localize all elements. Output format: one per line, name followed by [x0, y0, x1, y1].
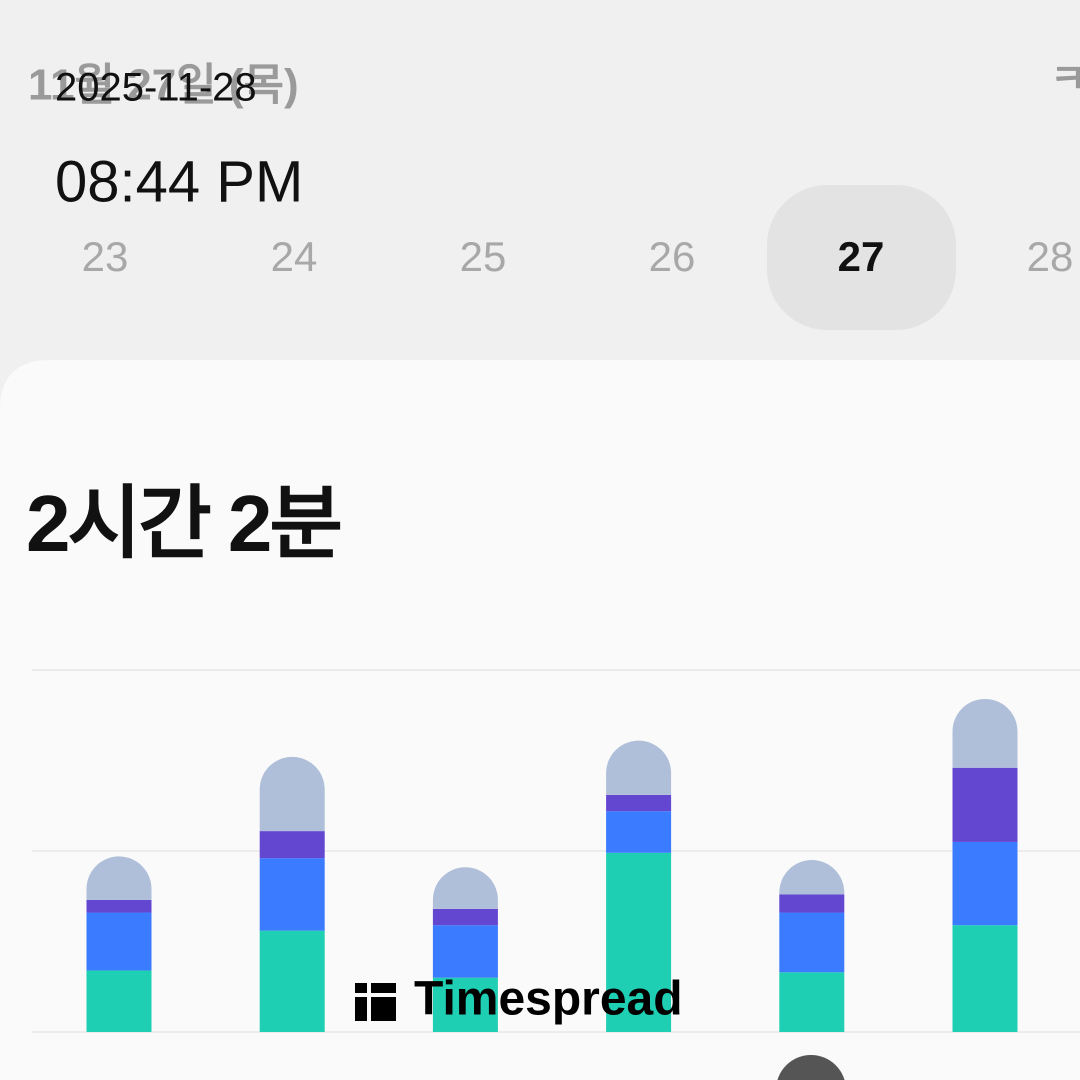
overlay-date: 2025-11-28 — [55, 66, 257, 110]
watermark-text: Timespread — [414, 973, 683, 1026]
bar-segment — [432, 908, 498, 926]
date[interactable]: 25 — [460, 233, 507, 280]
date-header: 11월 27일 (목) — [28, 61, 299, 110]
bar-segment — [432, 867, 498, 909]
bar-segment — [259, 858, 325, 931]
bar-segment — [606, 852, 672, 1032]
watermark-icon — [355, 983, 367, 993]
bar-segment — [779, 972, 845, 1032]
bar-segment — [779, 860, 845, 895]
overlay-time: 08:44 PM — [55, 149, 303, 214]
bar-segment — [779, 912, 845, 973]
date[interactable]: 24 — [271, 233, 318, 280]
watermark-icon — [355, 997, 367, 1021]
bottom-icon — [777, 1055, 845, 1080]
bar-segment — [952, 767, 1018, 842]
date[interactable]: 26 — [649, 233, 696, 280]
bar-segment — [86, 912, 152, 971]
watermark-icon — [371, 997, 396, 1021]
bar-segment — [779, 894, 845, 913]
date[interactable]: 23 — [82, 233, 129, 280]
bar-segment — [432, 977, 498, 1032]
bar-segment — [432, 925, 498, 978]
watermark-icon — [371, 983, 396, 993]
date-strip: 23 24 25 26 27 28 — [82, 185, 1074, 330]
bar-segment — [86, 899, 152, 913]
right-cut-text: ㅋ — [1050, 58, 1080, 102]
bar-segment — [259, 930, 325, 1032]
date[interactable]: 28 — [1027, 233, 1074, 280]
duration: 2시간 2분 — [26, 479, 340, 568]
bar-segment — [259, 831, 325, 859]
bar-segment — [606, 740, 672, 795]
bar-segment — [606, 794, 672, 812]
bar-segment — [606, 811, 672, 853]
bar-segment — [952, 698, 1018, 768]
bar-segment — [86, 970, 152, 1032]
bar-segment — [259, 756, 325, 832]
date-pill — [767, 185, 956, 330]
bar-segment — [952, 841, 1018, 926]
chart — [32, 669, 1080, 1033]
bar-segment — [86, 856, 152, 900]
bar-segment — [952, 925, 1018, 1032]
date-selected[interactable]: 27 — [838, 233, 885, 280]
watermark: Timespread — [355, 973, 683, 1026]
